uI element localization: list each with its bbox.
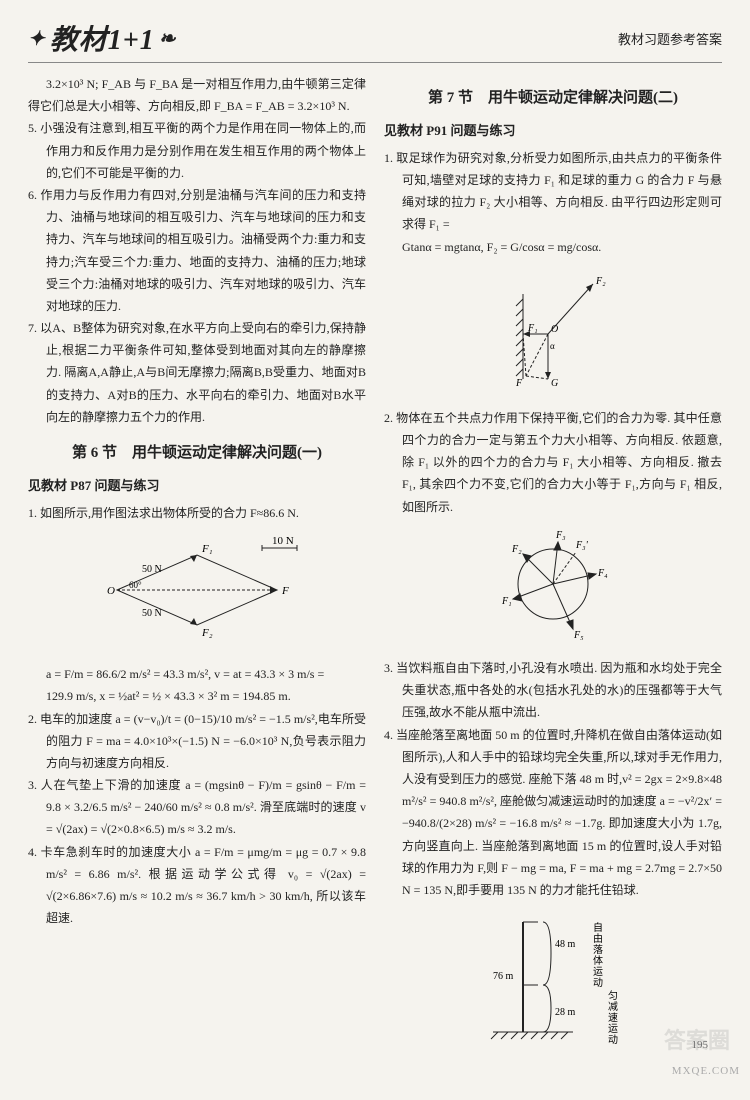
s6-eq1b: 129.9 m/s, x = ½at² = ½ × 43.3 × 3² m = … xyxy=(28,685,366,707)
fig2-F: F xyxy=(515,378,523,389)
logo-text: 教材1+1 xyxy=(50,18,155,58)
fig1-F1: F₁ xyxy=(201,543,213,555)
fig4-48m: 48 m xyxy=(555,939,576,950)
fig1-angle: 60° xyxy=(129,580,142,590)
fig2-O: O xyxy=(551,324,558,335)
page-container: ✦ 教材1+1 ❧ 教材习题参考答案 3.2×10³ N; F_AB 与 F_B… xyxy=(0,0,750,1100)
s6-q3: 3. 人在气垫上下滑的加速度 a = (mgsinθ − F)/m = gsin… xyxy=(28,774,366,841)
left-column: 3.2×10³ N; F_AB 与 F_BA 是一对相互作用力,由牛顿第三定律得… xyxy=(28,73,366,1060)
s6-q1: 1. 如图所示,用作图法求出物体所受的合力 F≈86.6 N. xyxy=(28,502,366,524)
s7-q2: 2. 物体在五个共点力作用下保持平衡,它们的合力为零. 其中任意四个力的合力一定… xyxy=(384,407,722,518)
s6-eq1a: a = F/m = 86.6/2 m/s² = 43.3 m/s², v = a… xyxy=(28,663,366,685)
right-column: 第 7 节 用牛顿运动定律解决问题(二) 见教材 P91 问题与练习 1. 取足… xyxy=(384,73,722,1060)
figure-five-forces: F₁ F₂ F₃ F₃' F₄ F₅ xyxy=(384,524,722,651)
fig4-decel: 匀减速 运动 xyxy=(608,990,621,1046)
left-p4: 7. 以A、B整体为研究对象,在水平方向上受向右的牵引力,保持静止,根据二力平衡… xyxy=(28,317,366,428)
page-header: ✦ 教材1+1 ❧ 教材习题参考答案 xyxy=(28,18,722,63)
figure-parallelogram: 10 N O F₁ F₂ F 50 N 50 N 60° xyxy=(28,530,366,657)
left-p3: 6. 作用力与反作用力有四对,分别是油桶与汽车间的压力和支持力、油桶与地球间的相… xyxy=(28,184,366,317)
logo-decor-left: ✦ xyxy=(28,26,46,51)
section7-subtitle: 见教材 P91 问题与练习 xyxy=(384,119,722,143)
s7-q3: 3. 当饮料瓶自由下落时,小孔没有水喷出. 因为瓶和水均处于完全失重状态,瓶中各… xyxy=(384,657,722,724)
fig2-G: G xyxy=(551,378,558,389)
logo-decor-right: ❧ xyxy=(159,26,177,51)
logo: ✦ 教材1+1 ❧ xyxy=(28,18,177,58)
fig3-F1: F₁ xyxy=(501,596,512,607)
five-forces-svg: F₁ F₂ F₃ F₃' F₄ F₅ xyxy=(478,524,628,644)
fig4-28m: 28 m xyxy=(555,1007,576,1018)
fig1-scale: 10 N xyxy=(272,535,294,547)
elevator-svg: 76 m 48 m 28 m 自由落 体运动 匀减速 运动 xyxy=(443,907,663,1047)
fig1-50b: 50 N xyxy=(142,608,162,619)
fig3-F2: F₂ xyxy=(511,544,522,555)
watermark-url: MXQE.COM xyxy=(672,1065,740,1077)
left-p2: 5. 小强没有注意到,相互平衡的两个力是作用在同一物体上的,而作用力和反作用力是… xyxy=(28,117,366,184)
two-column-layout: 3.2×10³ N; F_AB 与 F_BA 是一对相互作用力,由牛顿第三定律得… xyxy=(28,73,722,1060)
s7-q1a: 1. 取足球作为研究对象,分析受力如图所示,由共点力的平衡条件可知,墙壁对足球的… xyxy=(384,147,722,236)
fig1-50a: 50 N xyxy=(142,564,162,575)
fig1-O: O xyxy=(107,585,115,597)
fig3-F3p: F₃' xyxy=(575,540,589,551)
fig4-76m: 76 m xyxy=(493,971,514,982)
fig3-F5: F₅ xyxy=(573,630,584,641)
wall-ball-svg: F₁ F₂ F G O α xyxy=(478,264,628,394)
fig1-F: F xyxy=(281,585,289,597)
fig2-F1: F₁ xyxy=(527,323,538,334)
watermark-big: 答案圈 xyxy=(664,1023,730,1055)
figure-wall-ball: F₁ F₂ F G O α xyxy=(384,264,722,401)
fig3-F3: F₃ xyxy=(555,530,566,541)
header-right-label: 教材习题参考答案 xyxy=(618,29,722,48)
section7-title: 第 7 节 用牛顿运动定律解决问题(二) xyxy=(384,85,722,113)
s7-q4: 4. 当座舱落至离地面 50 m 的位置时,升降机在做自由落体运动(如图所示),… xyxy=(384,724,722,902)
section6-title: 第 6 节 用牛顿运动定律解决问题(一) xyxy=(28,440,366,468)
fig2-F2: F₂ xyxy=(595,276,606,287)
fig1-F2: F₂ xyxy=(201,627,213,639)
section6-subtitle: 见教材 P87 问题与练习 xyxy=(28,474,366,498)
fig3-F4: F₄ xyxy=(597,568,608,579)
parallelogram-svg: 10 N O F₁ F₂ F 50 N 50 N 60° xyxy=(77,530,317,650)
s6-q2: 2. 电车的加速度 a = (v−v₀)/t = (0−15)/10 m/s² … xyxy=(28,708,366,775)
fig4-freefall: 自由落 体运动 xyxy=(593,921,606,989)
left-p1: 3.2×10³ N; F_AB 与 F_BA 是一对相互作用力,由牛顿第三定律得… xyxy=(28,73,366,117)
s7-q1b: Gtanα = mgtanα, F₂ = G/cosα = mg/cosα. xyxy=(384,236,722,258)
s6-q4: 4. 卡车急刹车时的加速度大小 a = F/m = μmg/m = μg = 0… xyxy=(28,841,366,930)
fig2-alpha: α xyxy=(550,341,555,351)
